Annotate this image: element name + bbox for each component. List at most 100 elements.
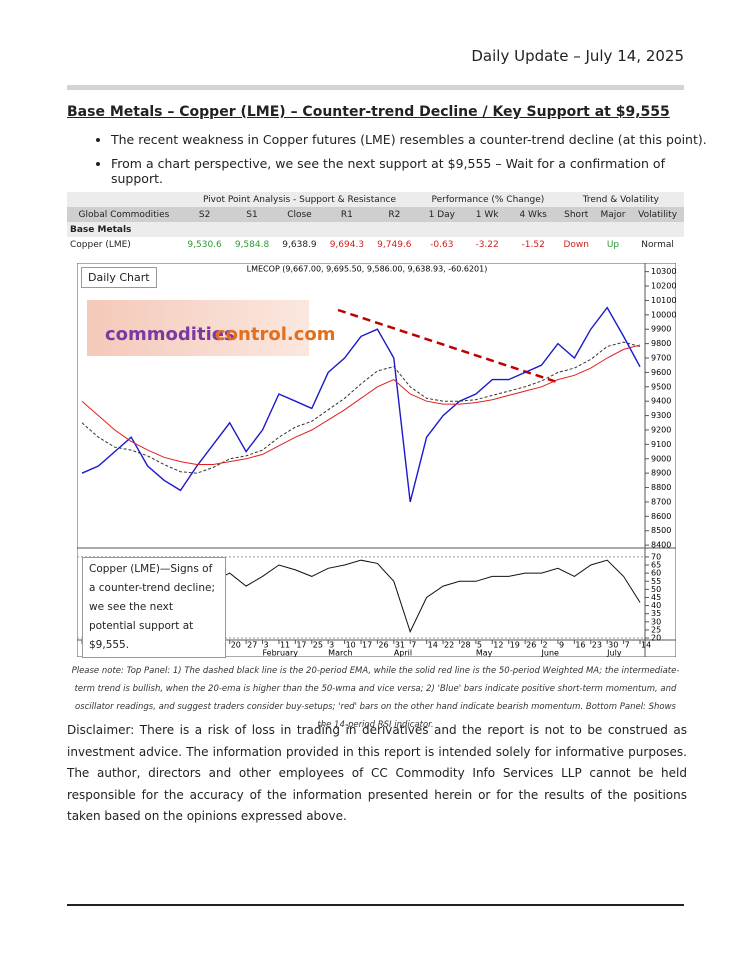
table-row: Global Commodities S2 S1 Close R1 R2 1 Day 1 Wk… bbox=[67, 207, 684, 222]
table-cell: Short bbox=[564, 209, 589, 220]
x-tick-label: 31 bbox=[395, 641, 405, 650]
logo: commodities control.com bbox=[87, 300, 336, 356]
table-cell: 9,749.6 bbox=[377, 239, 412, 250]
table-cell: -3.22 bbox=[475, 239, 499, 250]
footer-rule bbox=[67, 904, 684, 906]
y-tick-label: 10000 bbox=[651, 310, 676, 319]
table-cell: Copper (LME) bbox=[70, 239, 131, 250]
x-tick-label: 28 bbox=[460, 641, 470, 650]
x-tick-label: 10 bbox=[346, 641, 356, 650]
x-tick-label: 2 bbox=[543, 641, 548, 650]
price-line bbox=[81, 341, 641, 474]
month-label: March bbox=[328, 649, 352, 658]
table-cell bbox=[67, 192, 181, 207]
rsi-tick-label: 40 bbox=[651, 601, 661, 610]
table-cell: Major bbox=[600, 209, 626, 220]
table-cell: 9,638.9 bbox=[282, 239, 317, 250]
table-cell: Normal bbox=[641, 239, 674, 250]
chart-note: Please note: Top Panel: 1) The dashed bl… bbox=[71, 666, 680, 730]
table-row: Copper (LME) 9,530.6 9,584.8 9,638.9 9,694.3… bbox=[67, 237, 684, 252]
x-tick-label: 3 bbox=[329, 641, 334, 650]
table-cell: R1 bbox=[340, 209, 353, 220]
table-cell: R2 bbox=[388, 209, 401, 220]
x-tick-label: 16 bbox=[575, 641, 585, 650]
bullets: The recent weakness in Copper futures (L… bbox=[67, 132, 711, 195]
table-cell: 4 Wks bbox=[519, 209, 547, 220]
month-label: February bbox=[263, 649, 299, 658]
logo-text: control.com bbox=[215, 324, 336, 345]
x-tick-label: 23 bbox=[592, 641, 602, 650]
y-tick-label: 9400 bbox=[651, 397, 671, 406]
x-tick-label: 9 bbox=[559, 641, 564, 650]
table-cell: 9,530.6 bbox=[187, 239, 222, 250]
table-cell: Base Metals bbox=[70, 224, 132, 235]
y-tick-label: 9600 bbox=[651, 368, 671, 377]
table-row: Pivot Point Analysis - Support & Resista… bbox=[67, 192, 684, 207]
table-cell: S1 bbox=[246, 209, 258, 220]
ohlc-label: LMECOP (9,667.00, 9,695.50, 9,586.00, 9,… bbox=[247, 265, 488, 274]
y-tick-label: 8700 bbox=[651, 497, 671, 506]
rsi-tick-label: 65 bbox=[651, 561, 661, 570]
header-date: Daily Update – July 14, 2025 bbox=[471, 47, 684, 65]
rsi-tick-label: 50 bbox=[651, 585, 661, 594]
bullet: From a chart perspective, we see the nex… bbox=[111, 156, 711, 186]
x-tick-label: 7 bbox=[411, 641, 416, 650]
bullet: The recent weakness in Copper futures (L… bbox=[111, 132, 711, 147]
x-tick-label: 25 bbox=[313, 641, 323, 650]
table-cell: -1.52 bbox=[521, 239, 545, 250]
x-tick-label: 26 bbox=[526, 641, 536, 650]
y-tick-label: 8900 bbox=[651, 469, 671, 478]
table-cell: Up bbox=[606, 239, 620, 250]
x-tick-label: 14 bbox=[641, 641, 651, 650]
table-cell: 9,694.3 bbox=[329, 239, 365, 250]
rsi-tick-label: 70 bbox=[651, 552, 661, 561]
table-cell: Pivot Point Analysis - Support & Resista… bbox=[202, 194, 396, 205]
y-tick-label: 9100 bbox=[651, 440, 671, 449]
x-tick-label: 3 bbox=[264, 641, 269, 650]
x-tick-label: 17 bbox=[296, 641, 306, 650]
table-cell: 9,584.8 bbox=[234, 239, 270, 250]
table-cell: 1 Day bbox=[428, 209, 455, 220]
month-label: July bbox=[606, 649, 622, 658]
x-tick-label: 26 bbox=[378, 641, 388, 650]
rsi-tick-label: 60 bbox=[651, 569, 661, 578]
y-tick-label: 9500 bbox=[651, 382, 671, 391]
logo-text: commodities bbox=[105, 324, 235, 345]
price-line bbox=[81, 344, 641, 465]
x-tick-label: 14 bbox=[428, 641, 438, 650]
table-cell: Trend & Volatility bbox=[582, 194, 659, 205]
month-label: May bbox=[476, 649, 493, 658]
y-tick-label: 10100 bbox=[651, 296, 676, 305]
rsi-tick-label: 30 bbox=[651, 617, 661, 626]
table-cell: S2 bbox=[198, 209, 211, 220]
x-tick-label: 22 bbox=[444, 641, 454, 650]
rsi-tick-label: 45 bbox=[651, 593, 661, 602]
disclaimer: Disclaimer: There is a risk of loss in t… bbox=[67, 723, 687, 823]
table-cell: Close bbox=[287, 209, 312, 220]
table-cell: -0.63 bbox=[430, 239, 454, 250]
chart-annotation: Copper (LME)—Signs of a counter-trend de… bbox=[82, 557, 226, 658]
table-cell: Performance (% Change) bbox=[431, 194, 545, 205]
rsi-tick-label: 35 bbox=[651, 609, 661, 618]
x-tick-label: 17 bbox=[362, 641, 372, 650]
y-tick-label: 8800 bbox=[651, 483, 671, 492]
header-bar bbox=[67, 85, 684, 90]
table-row: Base Metals bbox=[67, 222, 684, 237]
table-cell: Global Commodities bbox=[78, 209, 170, 220]
pivot-table: Pivot Point Analysis - Support & Resista… bbox=[67, 192, 684, 252]
x-tick-label: 19 bbox=[510, 641, 520, 650]
y-tick-label: 9800 bbox=[651, 339, 671, 348]
rsi-tick-label: 55 bbox=[651, 577, 661, 586]
y-tick-label: 8500 bbox=[651, 526, 671, 535]
y-tick-label: 8400 bbox=[651, 541, 671, 550]
price-line bbox=[81, 306, 641, 503]
y-tick-label: 9900 bbox=[651, 325, 671, 334]
x-tick-label: 7 bbox=[625, 641, 630, 650]
x-tick-label: 30 bbox=[608, 641, 618, 650]
month-label: April bbox=[394, 649, 412, 658]
y-tick-label: 10200 bbox=[651, 282, 676, 291]
table-cell: 1 Wk bbox=[475, 209, 499, 220]
y-tick-label: 8600 bbox=[651, 512, 671, 521]
x-tick-label: 12 bbox=[493, 641, 503, 650]
